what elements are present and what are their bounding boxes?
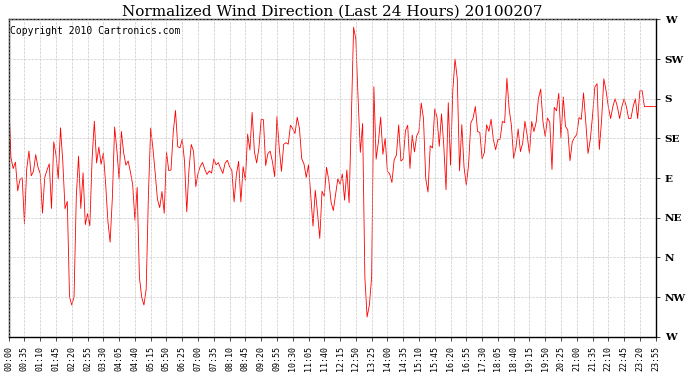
Text: Copyright 2010 Cartronics.com: Copyright 2010 Cartronics.com: [10, 26, 180, 36]
Title: Normalized Wind Direction (Last 24 Hours) 20100207: Normalized Wind Direction (Last 24 Hours…: [122, 4, 542, 18]
